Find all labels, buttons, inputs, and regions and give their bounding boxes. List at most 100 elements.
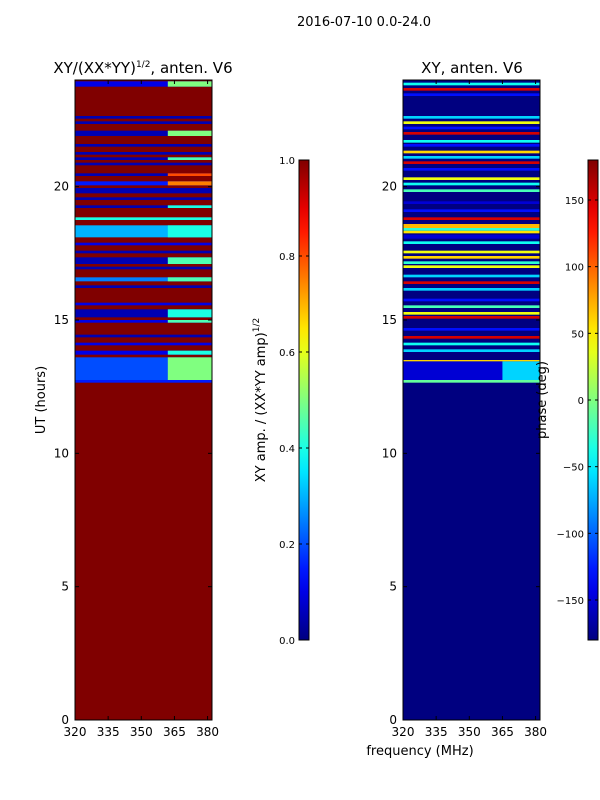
heatmap-band bbox=[403, 250, 540, 254]
heatmap-band-patch bbox=[167, 205, 212, 208]
x-tick-label: 335 bbox=[97, 725, 120, 739]
heatmap-band bbox=[75, 309, 212, 318]
heatmap-band bbox=[403, 241, 540, 244]
amplitude-colorbar-scale: 0.0 0.2 0.4 0.6 0.8 1.0 bbox=[279, 156, 310, 647]
y-tick-label: 0 bbox=[389, 713, 397, 727]
amplitude-colorbar-label-sup: 1/2 bbox=[252, 318, 262, 332]
colorbar-tick-label: 0.0 bbox=[279, 636, 295, 647]
heatmap-band bbox=[403, 93, 540, 96]
x-tick-label: 380 bbox=[524, 725, 547, 739]
colorbar-tick-label: 0.2 bbox=[279, 540, 295, 551]
heatmap-band bbox=[75, 217, 212, 220]
heatmap-band bbox=[75, 342, 212, 346]
heatmap-band bbox=[75, 116, 212, 119]
panel-amplitude-title-tail: , anten. V6 bbox=[150, 59, 232, 77]
heatmap-band-patch bbox=[167, 257, 212, 264]
heatmap-band bbox=[75, 188, 212, 194]
y-tick-label: 10 bbox=[54, 446, 69, 460]
heatmap-band-patch bbox=[167, 81, 212, 87]
x-tick-label: 335 bbox=[425, 725, 448, 739]
x-tick-label: 380 bbox=[196, 725, 219, 739]
heatmap-band bbox=[75, 242, 212, 246]
heatmap-band bbox=[75, 257, 212, 264]
heatmap-band bbox=[403, 261, 540, 264]
phase-plot-area: 320 335 350 365 380 0 5 10 15 20 bbox=[382, 79, 547, 739]
heatmap-band-patch bbox=[167, 320, 212, 323]
y-axis-label: UT (hours) bbox=[34, 366, 49, 434]
heatmap-band bbox=[403, 265, 540, 268]
heatmap-band bbox=[75, 121, 212, 124]
heatmap-band bbox=[403, 380, 540, 383]
panel-amplitude: XY/(XX*YY)1/2, anten. V6 320 335 350 365 380… bbox=[34, 59, 233, 739]
heatmap-band bbox=[403, 116, 540, 119]
y-tick-label: 0 bbox=[61, 713, 69, 727]
heatmap-band-patch bbox=[167, 357, 212, 380]
panel-amplitude-title-sup: 1/2 bbox=[136, 60, 150, 70]
colorbar-tick-label: 0 bbox=[578, 396, 584, 407]
x-tick-label: 350 bbox=[458, 725, 481, 739]
heatmap-band bbox=[75, 173, 212, 176]
heatmap-band bbox=[403, 189, 540, 192]
heatmap-band bbox=[403, 201, 540, 204]
heatmap-band bbox=[75, 81, 212, 87]
plot-frame bbox=[402, 79, 541, 721]
colorbar-gradient bbox=[298, 159, 310, 641]
y-tick-label: 15 bbox=[382, 313, 397, 327]
colorbar-tick-label: −150 bbox=[557, 596, 584, 607]
amplitude-colorbar-label-main: XY amp. / (XX*YY amp) bbox=[254, 332, 269, 482]
heatmap-band bbox=[403, 312, 540, 315]
heatmap-band bbox=[403, 224, 540, 228]
heatmap-band bbox=[403, 349, 540, 352]
heatmap-band-patch bbox=[167, 350, 212, 355]
heatmap-band bbox=[75, 320, 212, 323]
x-tick-label: 320 bbox=[64, 725, 87, 739]
panel-amplitude-title: XY/(XX*YY)1/2, anten. V6 bbox=[53, 59, 232, 77]
colorbar-tick-label: 0.4 bbox=[279, 444, 295, 455]
amplitude-colorbar: 0.0 0.2 0.4 0.6 0.8 1.0 XY amp. / (XX*YY amp)… bbox=[252, 156, 310, 647]
heatmap-band bbox=[403, 274, 540, 278]
y-tick-label: 5 bbox=[389, 580, 397, 594]
heatmap-band bbox=[75, 350, 212, 355]
heatmap-band bbox=[403, 328, 540, 331]
heatmap-band-patch bbox=[167, 309, 212, 318]
heatmap-band bbox=[403, 230, 540, 234]
heatmap-band bbox=[75, 152, 212, 155]
suptitle: 2016-07-10 0.0-24.0 bbox=[297, 15, 431, 30]
heatmap-band bbox=[403, 156, 540, 159]
y-tick-label: 20 bbox=[382, 180, 397, 194]
heatmap-band-patch bbox=[167, 225, 212, 238]
colorbar-tick-label: 0.6 bbox=[279, 348, 295, 359]
phase-colorbar: phase (deg) −150 −100 −50 0 50 100 150 bbox=[535, 159, 599, 641]
heatmap-band bbox=[75, 380, 212, 383]
heatmap-band bbox=[403, 298, 540, 302]
heatmap-band-patch bbox=[167, 173, 212, 176]
heatmap-band bbox=[403, 234, 540, 239]
heatmap-band bbox=[75, 197, 212, 200]
heatmap-band bbox=[403, 144, 540, 147]
heatmap-band bbox=[75, 266, 212, 270]
colorbar-tick-label: 1.0 bbox=[279, 156, 295, 167]
colorbar-tick-label: 50 bbox=[571, 329, 584, 340]
heatmap-band bbox=[403, 360, 540, 362]
colorbar-tick-label: 100 bbox=[565, 263, 584, 274]
panel-phase-title: XY, anten. V6 bbox=[421, 59, 523, 77]
heatmap-background bbox=[75, 80, 212, 720]
amplitude-plot-area: 320 335 350 365 380 0 5 10 15 20 bbox=[54, 79, 219, 739]
plot-frame bbox=[74, 79, 213, 721]
heatmap-band bbox=[403, 150, 540, 154]
heatmap-band bbox=[75, 277, 212, 282]
heatmap-band-patch bbox=[167, 130, 212, 136]
y-tick-label: 5 bbox=[61, 580, 69, 594]
x-axis-label: frequency (MHz) bbox=[366, 744, 473, 759]
heatmap-band bbox=[403, 177, 540, 180]
heatmap-band-patch bbox=[167, 157, 212, 160]
colorbar-tick-label: 0.8 bbox=[279, 252, 295, 263]
panel-amplitude-title-main: XY/(XX*YY) bbox=[53, 59, 136, 77]
heatmap-band bbox=[403, 281, 540, 284]
y-tick-label: 20 bbox=[54, 180, 69, 194]
x-tick-label: 350 bbox=[130, 725, 153, 739]
heatmap-band bbox=[403, 121, 540, 124]
x-tick-label: 320 bbox=[392, 725, 415, 739]
heatmap-band bbox=[75, 144, 212, 147]
